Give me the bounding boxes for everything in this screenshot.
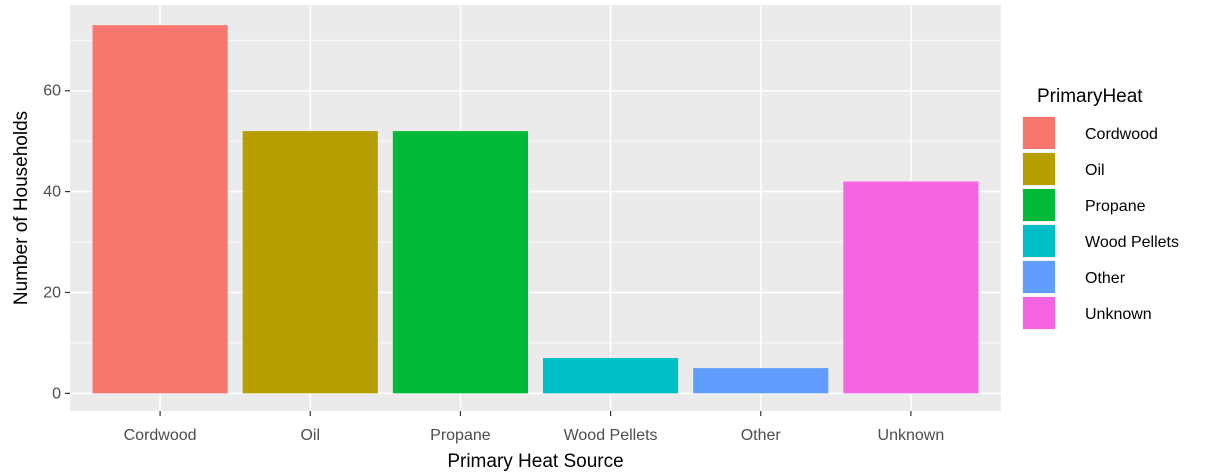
bar	[843, 181, 979, 394]
bar	[392, 131, 528, 394]
x-tick-label: Propane	[430, 427, 491, 444]
y-tick-label: 40	[43, 184, 61, 201]
legend-label: Propane	[1085, 198, 1146, 215]
legend-key	[1023, 297, 1055, 329]
y-tick-label: 60	[43, 83, 61, 100]
x-tick-label: Oil	[300, 427, 320, 444]
x-tick-label: Wood Pellets	[564, 427, 658, 444]
legend-label: Cordwood	[1085, 126, 1158, 143]
bars	[92, 25, 979, 394]
bar	[693, 368, 829, 394]
legend-key	[1023, 261, 1055, 293]
legend-key	[1023, 153, 1055, 185]
x-axis-title: Primary Heat Source	[447, 451, 623, 472]
x-tick-label: Unknown	[878, 427, 945, 444]
bar	[92, 25, 228, 394]
legend-key	[1023, 117, 1055, 149]
legend-label: Wood Pellets	[1085, 234, 1179, 251]
y-axis-title: Number of Households	[11, 111, 32, 305]
legend-title: PrimaryHeat	[1037, 86, 1143, 107]
y-tick-label: 0	[52, 385, 61, 402]
x-axis: Cordwood Oil Propane Wood Pellets Other Unkno…	[124, 411, 945, 444]
legend: PrimaryHeat Cordwood Oil Propane Wood Pelle…	[1022, 86, 1179, 330]
x-tick-label: Other	[741, 427, 782, 444]
legend-key	[1023, 189, 1055, 221]
y-tick-label: 20	[43, 284, 61, 301]
legend-items: Cordwood Oil Propane Wood Pellets Other Unkno…	[1022, 116, 1179, 330]
y-axis: 0 20 40 60	[43, 83, 70, 402]
legend-label: Oil	[1085, 162, 1105, 179]
bar	[543, 358, 679, 394]
bar	[242, 131, 378, 394]
x-tick-label: Cordwood	[124, 427, 197, 444]
legend-key	[1023, 225, 1055, 257]
legend-label: Other	[1085, 270, 1126, 287]
legend-label: Unknown	[1085, 306, 1152, 323]
